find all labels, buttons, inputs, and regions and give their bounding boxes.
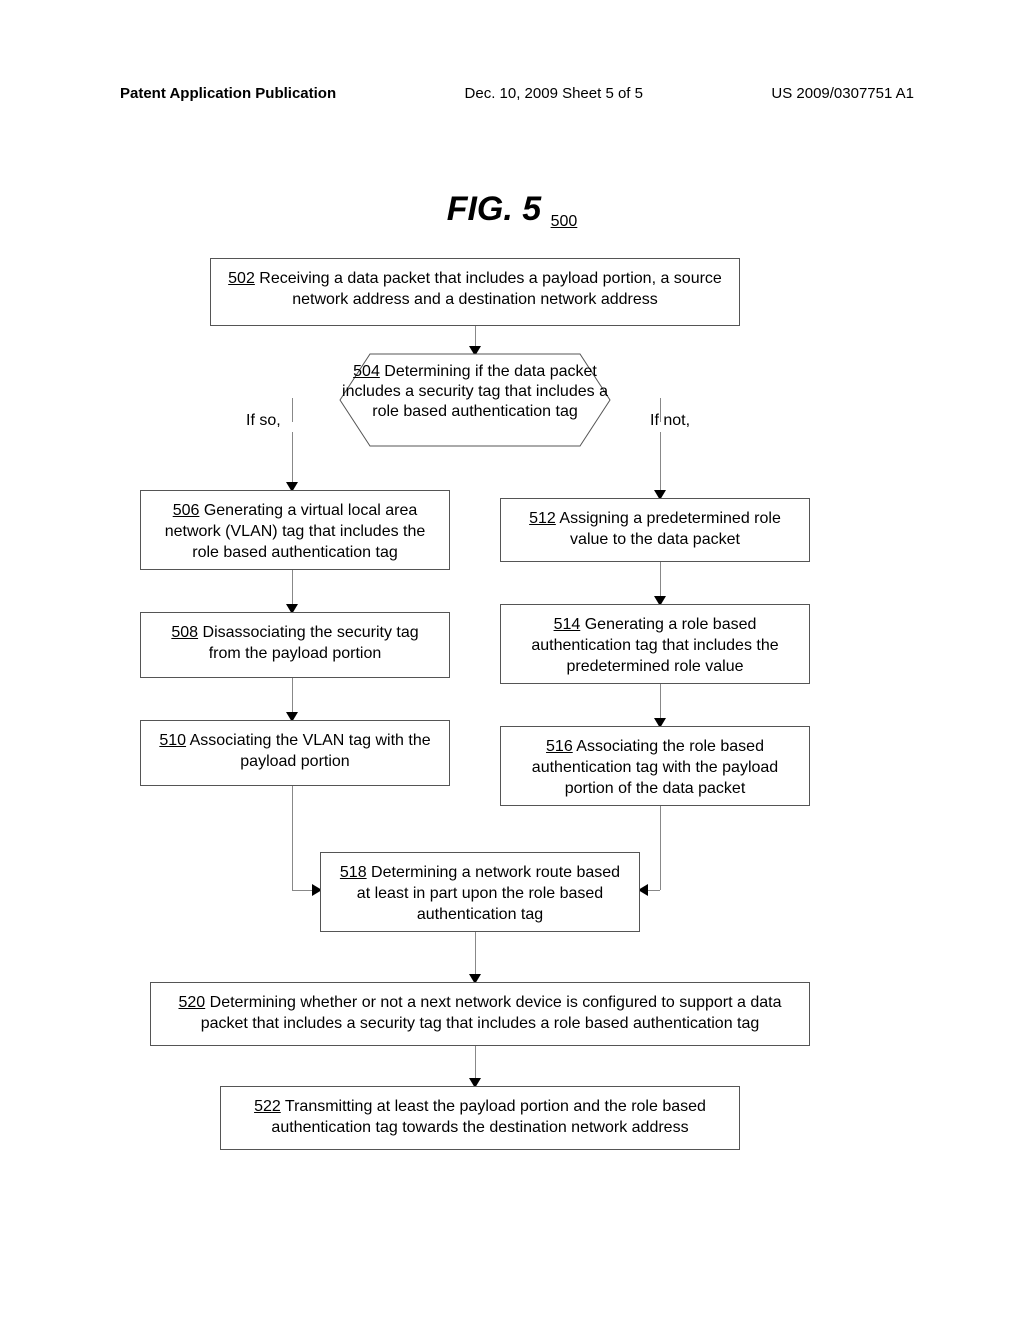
branch-yes-label: If so, bbox=[246, 412, 281, 430]
arrow-516-518-v bbox=[660, 806, 661, 890]
step-516-num: 516 bbox=[546, 738, 573, 755]
step-518-num: 518 bbox=[340, 864, 367, 881]
step-514: 514 Generating a role based authenticati… bbox=[500, 604, 810, 684]
step-510-num: 510 bbox=[159, 732, 186, 749]
branch-yes-stub bbox=[292, 398, 293, 422]
decision-504-text-wrap: 504 Determining if the data packet inclu… bbox=[328, 362, 622, 422]
step-506-text: Generating a virtual local area network … bbox=[165, 502, 426, 561]
header-right: US 2009/0307751 A1 bbox=[771, 85, 914, 102]
step-522: 522 Transmitting at least the payload po… bbox=[220, 1086, 740, 1150]
arrow-510-518-v bbox=[292, 786, 293, 890]
step-520-text: Determining whether or not a next networ… bbox=[201, 994, 782, 1032]
step-518-text: Determining a network route based at lea… bbox=[357, 864, 620, 923]
step-504-text: Determining if the data packet includes … bbox=[342, 363, 608, 420]
step-516: 516 Associating the role based authentic… bbox=[500, 726, 810, 806]
step-508-text: Disassociating the security tag from the… bbox=[198, 624, 419, 662]
figure-title: FIG. 5 500 bbox=[0, 190, 1024, 229]
arrow-504-506-line bbox=[292, 432, 293, 488]
step-512: 512 Assigning a predetermined role value… bbox=[500, 498, 810, 562]
step-510-text: Associating the VLAN tag with the payloa… bbox=[186, 732, 431, 770]
figure-title-text: FIG. 5 bbox=[447, 190, 541, 228]
decision-504: 504 Determining if the data packet inclu… bbox=[310, 352, 640, 448]
figure-ref: 500 bbox=[551, 213, 578, 230]
step-512-text: Assigning a predetermined role value to … bbox=[556, 510, 781, 548]
step-502-text: Receiving a data packet that includes a … bbox=[255, 270, 722, 308]
step-518: 518 Determining a network route based at… bbox=[320, 852, 640, 932]
step-502: 502 Receiving a data packet that include… bbox=[210, 258, 740, 326]
header-row: Patent Application Publication Dec. 10, … bbox=[120, 85, 914, 102]
header-left: Patent Application Publication bbox=[120, 85, 336, 102]
page: Patent Application Publication Dec. 10, … bbox=[0, 0, 1024, 1320]
step-512-num: 512 bbox=[529, 510, 556, 527]
step-502-num: 502 bbox=[228, 270, 255, 287]
arrow-504-512-line bbox=[660, 432, 661, 496]
header-mid: Dec. 10, 2009 Sheet 5 of 5 bbox=[465, 85, 643, 102]
step-514-num: 514 bbox=[554, 616, 581, 633]
step-522-num: 522 bbox=[254, 1098, 281, 1115]
branch-no-label: If not, bbox=[650, 412, 690, 430]
step-508: 508 Disassociating the security tag from… bbox=[140, 612, 450, 678]
arrow-518-520-line bbox=[475, 932, 476, 980]
branch-no-stub bbox=[660, 398, 661, 422]
step-506: 506 Generating a virtual local area netw… bbox=[140, 490, 450, 570]
step-510: 510 Associating the VLAN tag with the pa… bbox=[140, 720, 450, 786]
step-506-num: 506 bbox=[173, 502, 200, 519]
step-508-num: 508 bbox=[171, 624, 198, 641]
step-522-text: Transmitting at least the payload portio… bbox=[271, 1098, 706, 1136]
step-520-num: 520 bbox=[178, 994, 205, 1011]
step-504-num: 504 bbox=[353, 363, 380, 380]
step-520: 520 Determining whether or not a next ne… bbox=[150, 982, 810, 1046]
